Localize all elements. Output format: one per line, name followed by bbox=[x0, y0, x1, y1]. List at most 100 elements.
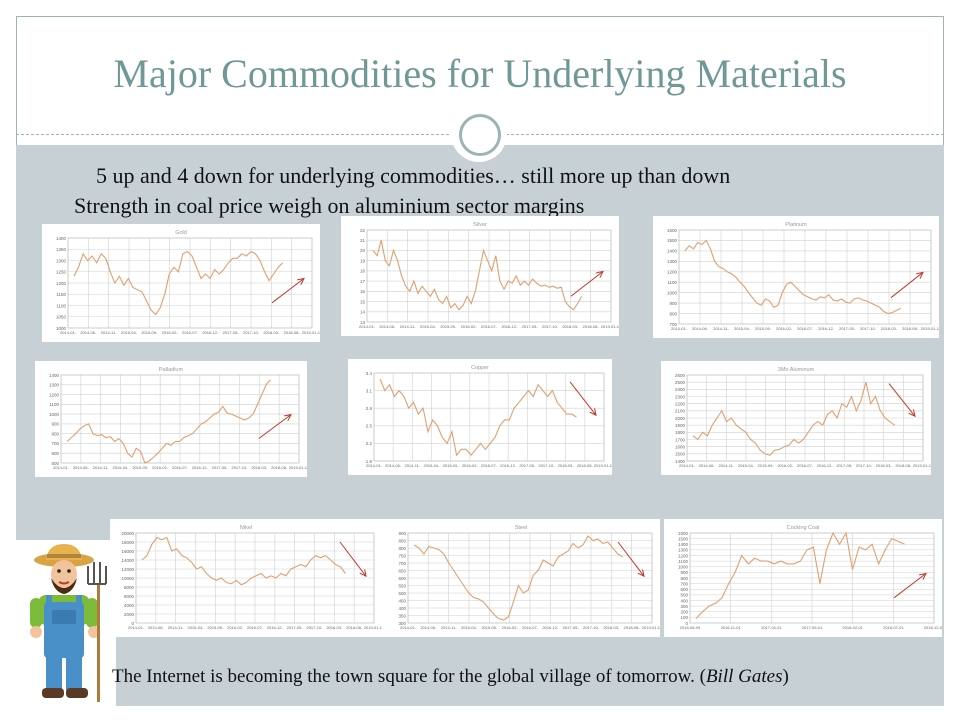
x-tick-label: 2014-11- bbox=[93, 465, 109, 470]
x-tick-label: 2019-01-10 bbox=[289, 465, 307, 470]
x-tick-label: 2015-09- bbox=[758, 463, 775, 468]
y-tick-label: 1400 bbox=[49, 373, 60, 378]
y-tick-label: 1100 bbox=[56, 303, 66, 308]
x-tick-label: 2019-01-10 bbox=[642, 625, 660, 630]
x-tick-label: 2016-07- bbox=[481, 324, 498, 329]
x-tick-label: 2017-09-01 bbox=[802, 625, 823, 630]
trend-arrow bbox=[889, 384, 915, 417]
y-tick-label: 850 bbox=[398, 538, 406, 543]
x-tick-label: 2016-11-01 bbox=[721, 625, 742, 630]
y-tick-label: 10000 bbox=[121, 576, 134, 581]
y-tick-label: 700 bbox=[398, 561, 406, 566]
trend-arrow bbox=[272, 279, 304, 303]
x-tick-label: 2016-02- bbox=[776, 326, 793, 331]
y-tick-label: 12000 bbox=[121, 567, 134, 572]
series-line bbox=[693, 382, 895, 455]
quote-author: Bill Gates bbox=[706, 666, 783, 687]
x-tick-label: 2017-10- bbox=[243, 330, 260, 335]
x-tick-label: 2018-03- bbox=[562, 324, 579, 329]
quote-close: ) bbox=[782, 666, 788, 687]
chart-svg: Steel30035040045050055060065070075080085… bbox=[382, 519, 660, 637]
x-tick-label: 2018-03- bbox=[326, 625, 343, 630]
y-tick-label: 100 bbox=[680, 615, 688, 620]
x-tick-label: 2017-10- bbox=[856, 463, 873, 468]
x-tick-label: 2016-12- bbox=[542, 625, 559, 630]
x-tick-label: 2017-05- bbox=[563, 625, 580, 630]
x-tick-label: 2014-01- bbox=[359, 324, 376, 329]
x-tick-label: 2018-12-01 bbox=[924, 625, 942, 630]
y-tick-label: 400 bbox=[680, 598, 688, 603]
x-tick-label: 2017-05- bbox=[519, 463, 536, 468]
x-tick-label: 2016-06-09 bbox=[680, 625, 701, 630]
x-tick-label: 2019-01-10 bbox=[364, 625, 382, 630]
y-tick-label: 200 bbox=[680, 610, 688, 615]
y-tick-label: 1800 bbox=[675, 430, 686, 435]
quote: The Internet is becoming the town square… bbox=[112, 666, 789, 688]
y-tick-label: 4000 bbox=[124, 603, 135, 608]
x-tick-label: 2016-02- bbox=[162, 330, 179, 335]
x-tick-label: 2017-10- bbox=[860, 326, 877, 331]
y-tick-label: 1500 bbox=[667, 238, 678, 243]
y-tick-label: 1600 bbox=[675, 444, 686, 449]
y-tick-label: 1050 bbox=[56, 315, 67, 320]
y-tick-label: 8000 bbox=[124, 585, 135, 590]
series-line bbox=[696, 533, 905, 619]
y-tick-label: 18000 bbox=[121, 540, 134, 545]
x-tick-label: 2018-03- bbox=[263, 330, 280, 335]
x-tick-label: 2014-06- bbox=[385, 463, 402, 468]
x-tick-label: 2017-05- bbox=[223, 330, 240, 335]
x-tick-label: 2014-11- bbox=[404, 463, 420, 468]
x-tick-label: 2016-02- bbox=[777, 463, 794, 468]
y-tick-label: 20000 bbox=[121, 531, 134, 536]
y-tick-label: 16000 bbox=[121, 549, 134, 554]
x-tick-label: 2018-03- bbox=[558, 463, 575, 468]
x-tick-label: 2018-03- bbox=[603, 625, 620, 630]
chart-copper: Copper 1.9 2.2 2.5 2.8 3.1 3.4 2014-01- 2014-06-… bbox=[348, 359, 612, 475]
y-tick-label: 2.8 bbox=[366, 406, 373, 411]
y-tick-label: 20 bbox=[360, 248, 366, 253]
y-tick-label: 650 bbox=[398, 568, 406, 573]
x-tick-label: 2014-01- bbox=[60, 330, 77, 335]
x-tick-label: 2017-10- bbox=[542, 324, 559, 329]
x-tick-label: 2018-08- bbox=[895, 463, 912, 468]
x-tick-label: 2014-06- bbox=[699, 463, 716, 468]
y-tick-label: 800 bbox=[680, 576, 688, 581]
x-tick-label: 2016-12- bbox=[192, 465, 209, 470]
x-tick-label: 2018-08- bbox=[577, 463, 594, 468]
chart-svg: Silver131415161718192021222014-01- 2014-0… bbox=[341, 216, 619, 336]
x-tick-label: 2014-06- bbox=[73, 465, 90, 470]
y-tick-label: 400 bbox=[398, 606, 406, 611]
y-tick-label: 1100 bbox=[678, 559, 688, 564]
chart-svg: Platinum70080090010001100120013001400150… bbox=[653, 216, 939, 338]
chart-title: Palladium bbox=[159, 367, 184, 373]
x-tick-label: 2019-01-10 bbox=[594, 463, 612, 468]
y-tick-label: 1600 bbox=[667, 228, 678, 233]
y-tick-label: 1600 bbox=[678, 531, 689, 536]
x-tick-label: 2014-01- bbox=[400, 625, 417, 630]
y-tick-label: 1200 bbox=[667, 270, 678, 275]
y-tick-label: 1200 bbox=[678, 553, 689, 558]
y-tick-label: 800 bbox=[51, 431, 59, 436]
x-tick-label: 2018-08- bbox=[284, 330, 301, 335]
x-tick-label: 2014-01- bbox=[128, 625, 145, 630]
y-tick-label: 2000 bbox=[124, 612, 135, 617]
y-tick-label: 500 bbox=[680, 593, 688, 598]
trend-arrow bbox=[891, 272, 923, 297]
x-tick-label: 2019-01-10 bbox=[921, 326, 939, 331]
chart-title: 3Mo Aluminum bbox=[778, 367, 815, 373]
x-tick-label: 2015-04- bbox=[461, 625, 478, 630]
x-tick-label: 2014-06- bbox=[420, 625, 437, 630]
x-tick-label: 2015-09- bbox=[481, 625, 498, 630]
x-tick-label: 2014-11- bbox=[400, 324, 416, 329]
x-tick-label: 2016-12- bbox=[817, 463, 834, 468]
y-tick-label: 2500 bbox=[675, 380, 686, 385]
y-tick-label: 15 bbox=[360, 299, 366, 304]
chart-svg: Copper 1.9 2.2 2.5 2.8 3.1 3.4 2014-01- 2014-06-… bbox=[348, 359, 612, 475]
y-tick-label: 1100 bbox=[667, 280, 677, 285]
y-tick-label: 1300 bbox=[678, 548, 689, 553]
y-tick-label: 700 bbox=[680, 581, 688, 586]
x-tick-label: 2014-06- bbox=[148, 625, 165, 630]
y-tick-label: 1900 bbox=[675, 423, 686, 428]
chart-3mo-aluminum: 3Mo Aluminum 1400 1500 1600 1700 1800 1900 2000… bbox=[661, 361, 931, 475]
x-tick-label: 2016-12- bbox=[501, 324, 518, 329]
